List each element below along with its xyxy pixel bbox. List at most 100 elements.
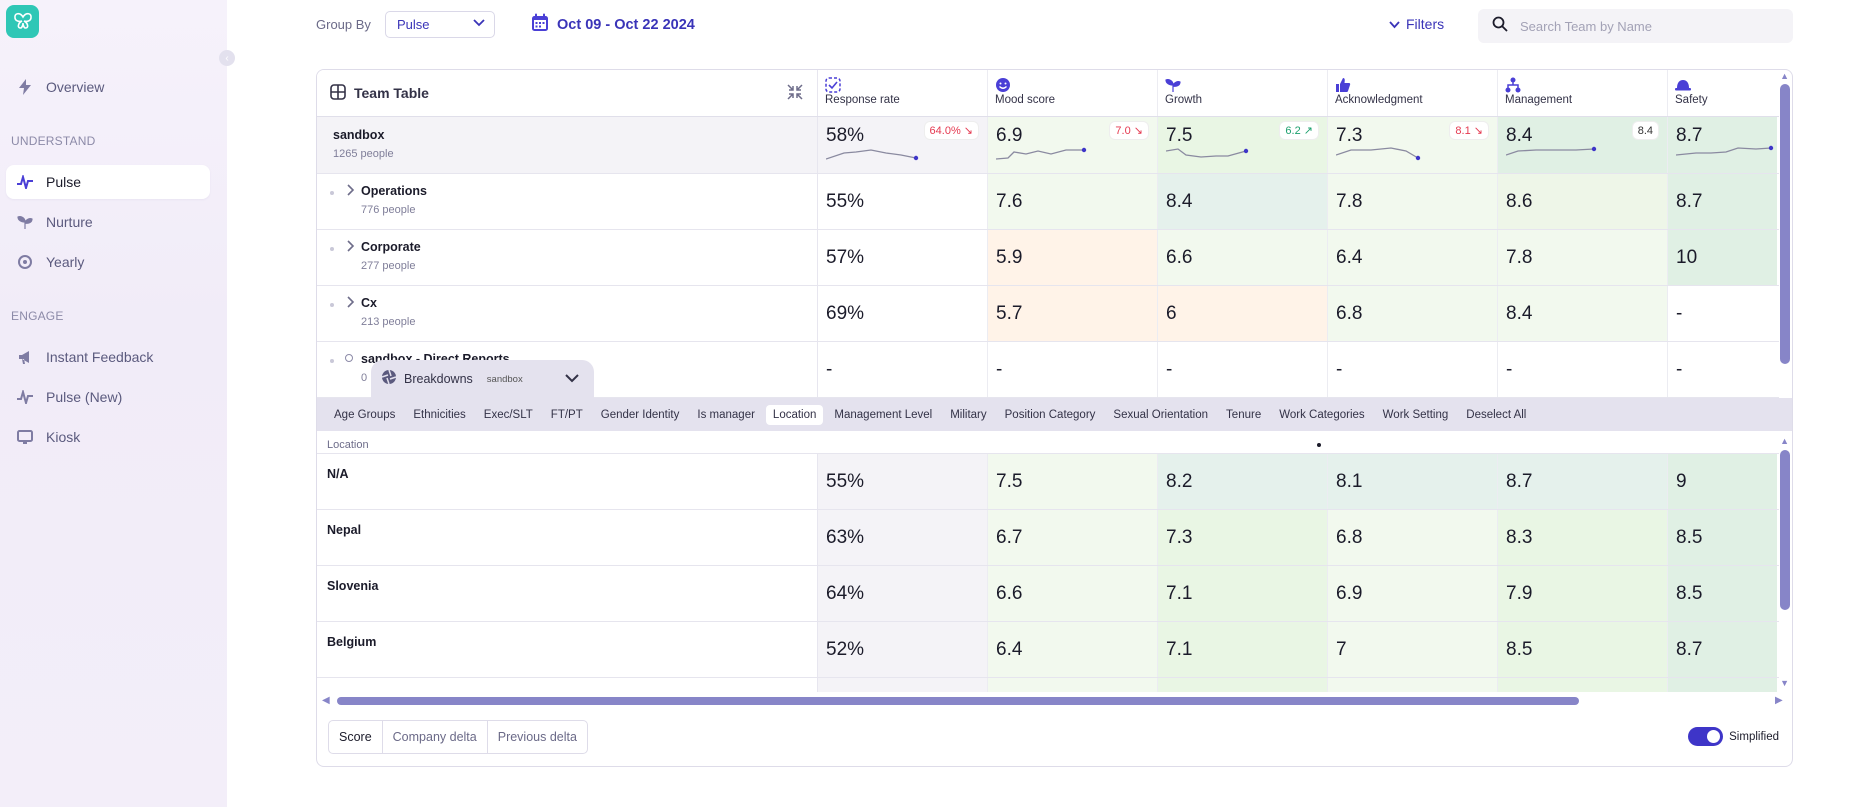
- sidebar-item-label: Yearly: [46, 254, 85, 270]
- logo[interactable]: [6, 5, 39, 38]
- metric-cell: 8.4: [1158, 174, 1328, 229]
- metric-cell: 6.6: [1158, 230, 1328, 285]
- previous-delta-button[interactable]: Previous delta: [497, 730, 577, 744]
- column-header-management[interactable]: Management: [1498, 70, 1668, 116]
- metric-cell: 64%: [818, 566, 988, 621]
- sidebar-item-label: Overview: [46, 79, 105, 95]
- summary-safety: 8.7: [1668, 117, 1777, 173]
- metric-cell: -: [1158, 342, 1328, 397]
- table-row[interactable]: Slovenia 64% 6.6 7.1 6.9 7.9 8.5: [317, 566, 1779, 622]
- scroll-left-arrow[interactable]: ◀: [322, 695, 330, 706]
- sidebar-collapse-button[interactable]: ‹: [219, 50, 235, 66]
- toggle-switch[interactable]: [1688, 727, 1724, 746]
- aperture-icon: [381, 369, 397, 390]
- chip-work-categories[interactable]: Work Categories: [1279, 408, 1365, 421]
- breakdown-name-cell: [317, 678, 818, 692]
- metric-cell: [1328, 678, 1498, 692]
- column-header-growth[interactable]: Growth: [1158, 70, 1328, 116]
- table-row[interactable]: Corporate 277 people 57% 5.9 6.6 6.4 7.8…: [317, 230, 1779, 286]
- column-header-safety[interactable]: Safety: [1668, 70, 1777, 116]
- table-row[interactable]: Cx 213 people 69% 5.7 6 6.8 8.4 -: [317, 286, 1779, 342]
- chip-ft-pt[interactable]: FT/PT: [550, 408, 583, 421]
- metric-cell: 7.8: [1498, 230, 1668, 285]
- simplified-toggle[interactable]: Simplified: [1688, 727, 1779, 746]
- table-row[interactable]: Belgium 52% 6.4 7.1 7 8.5 8.7: [317, 622, 1779, 678]
- sidebar-item-overview[interactable]: Overview: [6, 70, 210, 104]
- sidebar-item-label: Nurture: [46, 214, 93, 230]
- table-row[interactable]: N/A 55% 7.5 8.2 8.1 8.7 9: [317, 454, 1779, 510]
- metric-value: 8.4: [1506, 125, 1533, 146]
- sparkline: [826, 149, 919, 161]
- metric-cell: [1498, 678, 1668, 692]
- megaphone-icon: [16, 348, 34, 366]
- chevron-right-icon[interactable]: [345, 183, 357, 202]
- circle-icon: [345, 354, 353, 362]
- chip-ethnicities[interactable]: Ethnicities: [413, 408, 466, 421]
- sparkline: [1336, 147, 1421, 161]
- chevron-down-icon[interactable]: [564, 370, 580, 391]
- collapse-icon[interactable]: [787, 84, 803, 103]
- column-header-mood-score[interactable]: Mood score: [988, 70, 1158, 116]
- chip-location[interactable]: Location: [765, 404, 824, 425]
- sidebar-item-instant-feedback[interactable]: Instant Feedback: [6, 340, 210, 374]
- chip-tenure[interactable]: Tenure: [1226, 408, 1262, 421]
- metric-cell: 52%: [818, 622, 988, 677]
- thumbs-up-icon: [1335, 76, 1490, 94]
- sidebar-item-pulse[interactable]: Pulse: [6, 165, 210, 199]
- sidebar-item-yearly[interactable]: Yearly: [6, 245, 210, 279]
- chip-military[interactable]: Military: [950, 408, 987, 421]
- sprout-icon: [1165, 76, 1320, 94]
- sidebar-item-pulse-new[interactable]: Pulse (New): [6, 380, 210, 414]
- table-row-summary[interactable]: sandbox 1265 people 58% 64.0% ↘ 6.9 7.0 …: [317, 117, 1779, 174]
- metric-cell: 8.5: [1668, 510, 1777, 565]
- breakdowns-tab[interactable]: Breakdowns sandbox: [371, 360, 594, 398]
- breakdown-name-cell: N/A: [317, 454, 818, 509]
- team-search[interactable]: [1478, 9, 1793, 43]
- scroll-right-arrow[interactable]: ▶: [1775, 695, 1783, 706]
- chevron-right-icon[interactable]: [345, 295, 357, 314]
- filters-button[interactable]: Filters: [1389, 16, 1444, 32]
- column-header-response-rate[interactable]: Response rate: [818, 70, 988, 116]
- chip-gender-identity[interactable]: Gender Identity: [600, 408, 680, 421]
- chip-management-level[interactable]: Management Level: [834, 408, 933, 421]
- deselect-all-button[interactable]: Deselect All: [1466, 408, 1527, 421]
- sidebar-item-nurture[interactable]: Nurture: [6, 205, 210, 239]
- team-name: Operations: [361, 184, 427, 198]
- team-table-title: Team Table: [354, 85, 429, 101]
- sidebar-item-label: Instant Feedback: [46, 349, 154, 365]
- table-row[interactable]: Nepal 63% 6.7 7.3 6.8 8.3 8.5: [317, 510, 1779, 566]
- chevron-right-icon[interactable]: [345, 239, 357, 258]
- table-row[interactable]: Operations 776 people 55% 7.6 8.4 7.8 8.…: [317, 174, 1779, 230]
- breakdown-name: N/A: [327, 467, 349, 481]
- group-by-select[interactable]: Pulse: [385, 11, 495, 38]
- team-size: 277 people: [361, 260, 416, 272]
- metric-cell: 8.7: [1668, 622, 1777, 677]
- section-understand: UNDERSTAND: [11, 134, 96, 148]
- chevron-down-icon: [1389, 16, 1400, 32]
- search-input[interactable]: [1520, 18, 1780, 34]
- chip-exec-slt[interactable]: Exec/SLT: [483, 408, 533, 421]
- chip-position-category[interactable]: Position Category: [1004, 408, 1096, 421]
- breakdown-scrollbar[interactable]: [1780, 450, 1790, 610]
- chip-is-manager[interactable]: Is manager: [697, 408, 755, 421]
- horizontal-scrollbar[interactable]: [337, 697, 1579, 705]
- sidebar-item-kiosk[interactable]: Kiosk: [6, 420, 210, 454]
- team-table-scrollbar[interactable]: [1780, 84, 1790, 364]
- column-header-acknowledgment[interactable]: Acknowledgment: [1328, 70, 1498, 116]
- scroll-up-arrow[interactable]: ▲: [1780, 436, 1789, 446]
- score-view-button[interactable]: Score: [329, 721, 383, 753]
- chip-work-setting[interactable]: Work Setting: [1382, 408, 1449, 421]
- scroll-down-arrow[interactable]: ▼: [1780, 678, 1789, 688]
- date-range-picker[interactable]: Oct 09 - Oct 22 2024: [531, 13, 695, 36]
- chip-age-groups[interactable]: Age Groups: [334, 408, 396, 421]
- chip-sexual-orientation[interactable]: Sexual Orientation: [1113, 408, 1209, 421]
- metric-cell: [818, 678, 988, 692]
- metric-value: 7.3: [1336, 125, 1363, 146]
- breakdown-group-label: Location: [327, 439, 369, 451]
- company-delta-button[interactable]: Company delta: [383, 721, 488, 753]
- breakdown-name-cell: Nepal: [317, 510, 818, 565]
- sparkline: [1506, 146, 1597, 156]
- scroll-up-arrow[interactable]: ▲: [1780, 71, 1789, 81]
- column-label: Safety: [1675, 94, 1708, 106]
